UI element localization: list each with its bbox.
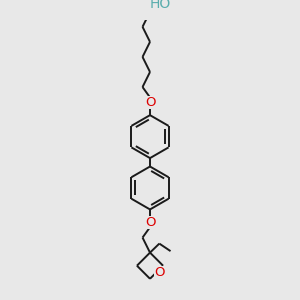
Text: O: O [145,96,155,109]
Text: HO: HO [150,0,171,11]
Text: O: O [145,216,155,229]
Text: O: O [154,266,164,279]
